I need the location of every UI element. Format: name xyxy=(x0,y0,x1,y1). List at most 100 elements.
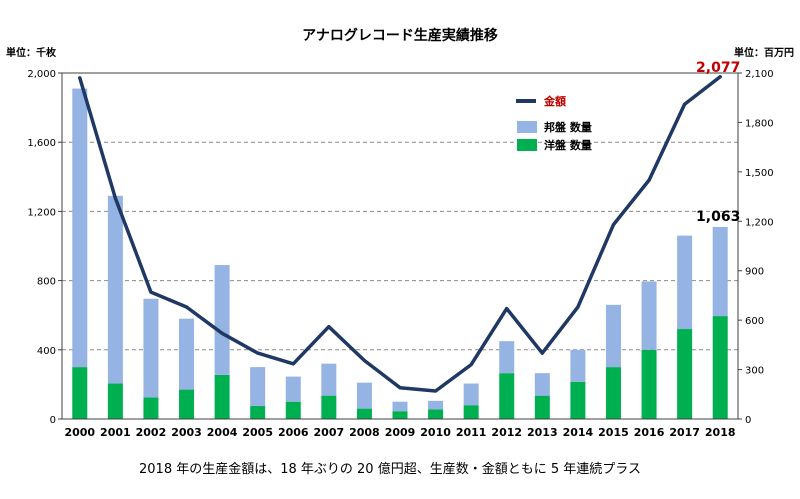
bar-houban-2011 xyxy=(463,383,479,406)
bar-youban-2002 xyxy=(143,397,159,419)
bar-houban-2014 xyxy=(570,349,586,382)
x-tick-label: 2017 xyxy=(669,426,700,439)
bar-youban-2003 xyxy=(179,389,195,419)
x-tick-label: 2004 xyxy=(207,426,238,439)
left-tick-label: 400 xyxy=(37,346,56,357)
bar-youban-2013 xyxy=(534,395,550,419)
bar-houban-2004 xyxy=(214,265,230,375)
line-point-2000 xyxy=(78,76,82,80)
x-tick-label: 2005 xyxy=(242,426,273,439)
x-tick-label: 2010 xyxy=(420,426,451,439)
right-tick-label: 1,200 xyxy=(745,217,774,228)
x-tick-label: 2008 xyxy=(349,426,380,439)
plot-area-border xyxy=(61,72,739,420)
bar-youban-2018 xyxy=(712,316,728,419)
bar-youban-2014 xyxy=(570,381,586,419)
x-tick-label: 2002 xyxy=(136,426,167,439)
line-point-2005 xyxy=(256,351,260,355)
legend-swatch-youban xyxy=(517,139,537,151)
right-tick-label: 1,800 xyxy=(745,118,774,129)
right-tick-label: 2,100 xyxy=(745,69,774,80)
bar-youban-2017 xyxy=(677,329,693,419)
bar-houban-2003 xyxy=(179,318,195,390)
x-tick-label: 2003 xyxy=(171,426,202,439)
axis-labels: 0 400 800 1,200 1,600 2,000 0 300 600 900 1,200 1,5… xyxy=(27,69,773,439)
legend-label-houban: 邦盤 数量 xyxy=(544,120,592,134)
bar-youban-2004 xyxy=(214,374,230,419)
bar-houban-2005 xyxy=(250,367,266,407)
line-point-2001 xyxy=(113,196,117,200)
line-point-2004 xyxy=(220,331,224,335)
legend-label-amount: 金額 xyxy=(543,94,566,108)
bar-houban-2010 xyxy=(428,400,444,410)
left-tick-label: 2,000 xyxy=(27,69,56,80)
line-point-2009 xyxy=(398,386,402,390)
bar-houban-2000 xyxy=(72,88,88,368)
x-tick-label: 2016 xyxy=(634,426,665,439)
line-marks xyxy=(78,75,722,393)
bar-youban-2011 xyxy=(463,405,479,419)
x-tick-label: 2011 xyxy=(456,426,487,439)
right-tick-label: 1,500 xyxy=(745,168,774,179)
line-amount xyxy=(78,75,722,393)
x-tick-label: 2014 xyxy=(563,426,594,439)
x-tick-label: 2001 xyxy=(100,426,131,439)
x-tick-label: 2012 xyxy=(491,426,522,439)
bar-youban-2015 xyxy=(605,367,621,419)
x-tick-label: 2007 xyxy=(314,426,345,439)
left-tick-label: 1,600 xyxy=(27,138,56,149)
gridlines xyxy=(62,72,738,351)
line-point-2018 xyxy=(718,75,722,79)
right-axis-unit: 単位：百万円 xyxy=(734,46,794,59)
x-tick-label: 2018 xyxy=(705,426,736,439)
line-point-2017 xyxy=(683,102,687,106)
x-tick-label: 2015 xyxy=(598,426,629,439)
line-point-2008 xyxy=(362,359,366,363)
line-point-2014 xyxy=(576,305,580,309)
line-point-2012 xyxy=(505,307,509,311)
right-tick-label: 300 xyxy=(745,366,764,377)
left-tick-label: 0 xyxy=(50,415,56,426)
bar-houban-2015 xyxy=(605,304,621,368)
bar-youban-2010 xyxy=(428,409,444,419)
bar-youban-2005 xyxy=(250,406,266,419)
line-point-2002 xyxy=(149,290,153,294)
chart-caption: 2018 年の生産金額は、18 年ぶりの 20 億円超、生産数・金額ともに 5 … xyxy=(139,461,641,477)
bar-houban-2008 xyxy=(356,382,372,409)
legend-swatch-houban xyxy=(517,121,537,133)
line-point-2013 xyxy=(540,351,544,355)
right-tick-label: 900 xyxy=(745,267,764,278)
bar-youban-2016 xyxy=(641,349,657,419)
x-tick-label: 2000 xyxy=(64,426,95,439)
bar-youban-2008 xyxy=(356,408,372,419)
line-point-2016 xyxy=(647,178,651,182)
right-tick-label: 0 xyxy=(745,415,751,426)
bar-houban-2006 xyxy=(285,376,301,402)
line-point-2015 xyxy=(611,223,615,227)
bar-youban-2007 xyxy=(321,395,337,419)
bar-marks xyxy=(72,88,728,419)
line-point-2011 xyxy=(469,363,473,367)
line-point-2007 xyxy=(327,325,331,329)
bar-houban-2002 xyxy=(143,298,159,398)
bar-houban-2016 xyxy=(641,281,657,350)
right-tick-label: 600 xyxy=(745,316,764,327)
bar-houban-2012 xyxy=(499,341,515,374)
bar-youban-2001 xyxy=(107,383,123,419)
bar-houban-2001 xyxy=(107,195,123,384)
bar-houban-2007 xyxy=(321,363,337,396)
legend-label-youban: 洋盤 数量 xyxy=(544,138,592,152)
left-tick-label: 800 xyxy=(37,277,56,288)
chart-title: アナログレコード生産実績推移 xyxy=(302,27,498,44)
bar-houban-2009 xyxy=(392,401,408,412)
annotation-label: 2,077 xyxy=(696,60,740,76)
annotations: 2,077 1,063 xyxy=(696,60,740,225)
bar-houban-2018 xyxy=(712,226,728,317)
line-point-2003 xyxy=(185,305,189,309)
x-tick-label: 2006 xyxy=(278,426,309,439)
line-point-2006 xyxy=(291,362,295,366)
left-axis-unit: 単位：千枚 xyxy=(6,46,57,59)
